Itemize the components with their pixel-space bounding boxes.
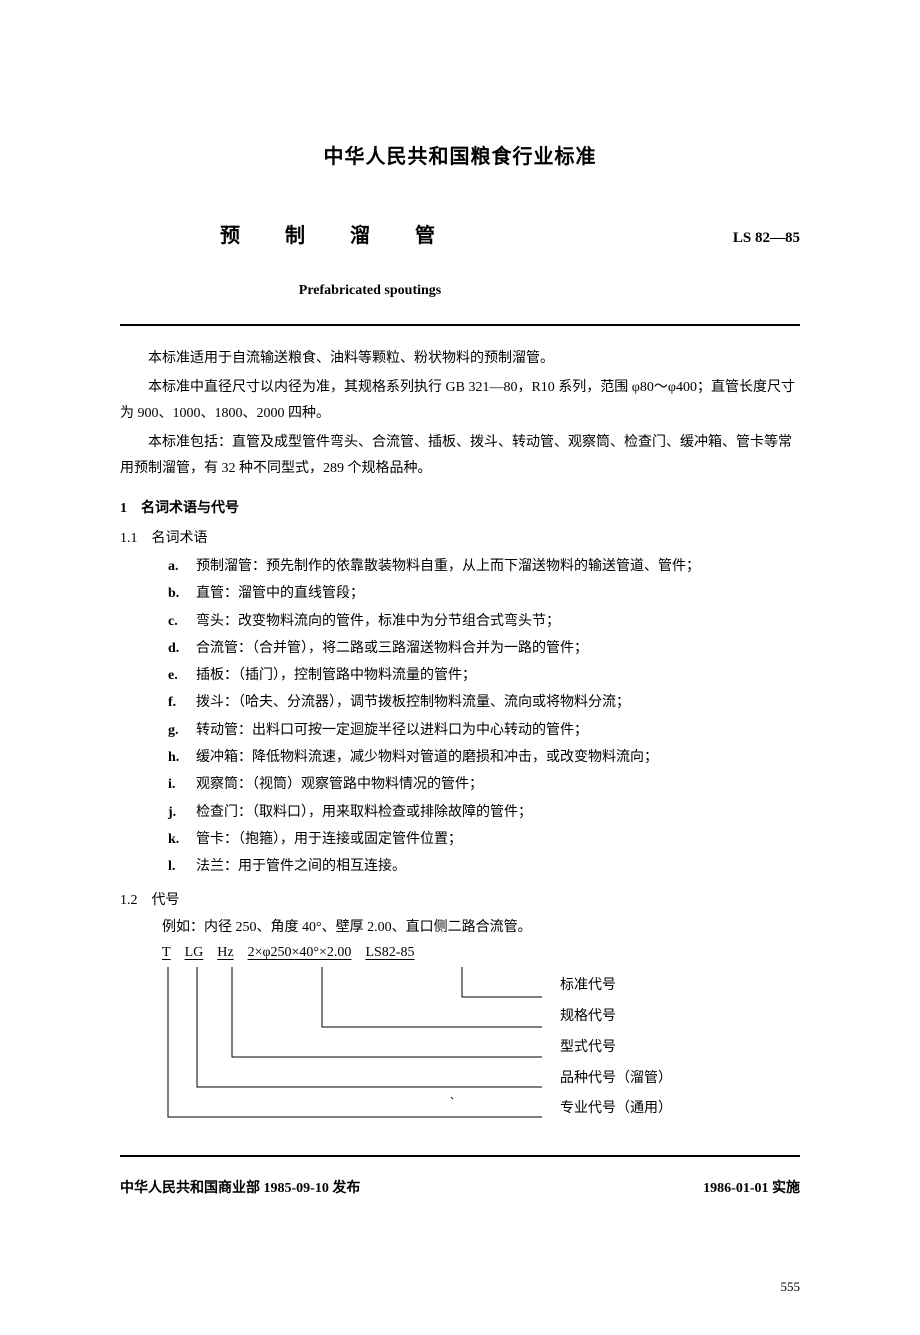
term-label: a. — [168, 553, 196, 580]
term-text: 缓冲箱：降低物料流速，减少物料对管道的磨损和冲击，或改变物料流向； — [196, 744, 800, 771]
code-labels: 标准代号 规格代号 型式代号 品种代号（溜管） 专业代号（通用） — [560, 971, 672, 1125]
code-part: LG — [185, 945, 204, 961]
term-text: 预制溜管：预先制作的依靠散装物料自重，从上而下溜送物料的输送管道、管件； — [196, 553, 800, 580]
term-text: 拨斗：（哈夫、分流器），调节拨板控制物料流量、流向或将物料分流； — [196, 689, 800, 716]
term-item: l.法兰：用于管件之间的相互连接。 — [168, 853, 800, 880]
term-item: g.转动管：出料口可按一定迴旋半径以进料口为中心转动的管件； — [168, 717, 800, 744]
term-label: e. — [168, 662, 196, 689]
term-list: a.预制溜管：预先制作的依靠散装物料自重，从上而下溜送物料的输送管道、管件； b… — [120, 553, 800, 881]
section-1-heading: 1 名词术语与代号 — [120, 497, 800, 517]
term-item: h.缓冲箱：降低物料流速，减少物料对管道的磨损和冲击，或改变物料流向； — [168, 744, 800, 771]
term-text: 转动管：出料口可按一定迴旋半径以进料口为中心转动的管件； — [196, 717, 800, 744]
org-title: 中华人民共和国粮食行业标准 — [120, 140, 800, 169]
intro-p3: 本标准包括：直管及成型管件弯头、合流管、插板、拨斗、转动管、观察筒、检查门、缓冲… — [120, 430, 800, 483]
term-text: 观察筒：（视筒）观察管路中物料情况的管件； — [196, 771, 800, 798]
term-item: b.直管：溜管中的直线管段； — [168, 580, 800, 607]
section-1-2-heading: 1.2 代号 — [120, 889, 800, 909]
example-line: 例如：内径 250、角度 40°、壁厚 2.00、直口侧二路合流管。 — [120, 915, 800, 942]
divider-bottom — [120, 1155, 800, 1157]
term-label: b. — [168, 580, 196, 607]
standard-code: LS 82—85 — [733, 230, 800, 247]
term-text: 法兰：用于管件之间的相互连接。 — [196, 853, 800, 880]
term-label: i. — [168, 771, 196, 798]
term-item: a.预制溜管：预先制作的依靠散装物料自重，从上而下溜送物料的输送管道、管件； — [168, 553, 800, 580]
code-label: 标准代号 — [560, 971, 672, 1002]
code-part: 2×φ250×40°×2.00 — [248, 945, 352, 961]
term-text: 管卡：（抱箍），用于连接或固定管件位置； — [196, 826, 800, 853]
publisher: 中华人民共和国商业部 1985-09-10 发布 — [120, 1177, 360, 1197]
term-item: i.观察筒：（视筒）观察管路中物料情况的管件； — [168, 771, 800, 798]
term-text: 直管：溜管中的直线管段； — [196, 580, 800, 607]
term-text: 插板：（插门），控制管路中物料流量的管件； — [196, 662, 800, 689]
term-item: j.检查门：（取料口），用来取料检查或排除故障的管件； — [168, 799, 800, 826]
code-label: 型式代号 — [560, 1033, 672, 1064]
code-parts-row: T LG Hz 2×φ250×40°×2.00 LS82-85 — [162, 945, 800, 961]
term-label: h. — [168, 744, 196, 771]
term-text: 检查门：（取料口），用来取料检查或排除故障的管件； — [196, 799, 800, 826]
footer-row: 中华人民共和国商业部 1985-09-10 发布 1986-01-01 实施 — [120, 1177, 800, 1197]
code-label: 专业代号（通用） — [560, 1094, 672, 1125]
term-label: j. — [168, 799, 196, 826]
main-title: 预 制 溜 管 — [220, 219, 455, 248]
term-item: d.合流管：（合并管），将二路或三路溜送物料合并为一路的管件； — [168, 635, 800, 662]
effective-date: 1986-01-01 实施 — [703, 1177, 800, 1197]
term-label: d. — [168, 635, 196, 662]
section-1-1-heading: 1.1 名词术语 — [120, 527, 800, 547]
term-item: e.插板：（插门），控制管路中物料流量的管件； — [168, 662, 800, 689]
code-label: 规格代号 — [560, 1002, 672, 1033]
intro-p1: 本标准适用于自流输送粮食、油料等颗粒、粉状物料的预制溜管。 — [120, 346, 800, 373]
term-label: f. — [168, 689, 196, 716]
term-label: g. — [168, 717, 196, 744]
term-label: c. — [168, 608, 196, 635]
term-item: k.管卡：（抱箍），用于连接或固定管件位置； — [168, 826, 800, 853]
subtitle-en: Prefabricated spoutings — [0, 283, 800, 299]
code-diagram: T LG Hz 2×φ250×40°×2.00 LS82-85 、 标准代号 规… — [120, 945, 800, 1145]
intro-p2: 本标准中直径尺寸以内径为准，其规格系列执行 GB 321—80，R10 系列，范… — [120, 375, 800, 428]
term-item: c.弯头：改变物料流向的管件，标准中为分节组合式弯头节； — [168, 608, 800, 635]
term-item: f.拨斗：（哈夫、分流器），调节拨板控制物料流量、流向或将物料分流； — [168, 689, 800, 716]
divider-top — [120, 324, 800, 326]
term-label: k. — [168, 826, 196, 853]
term-text: 合流管：（合并管），将二路或三路溜送物料合并为一路的管件； — [196, 635, 800, 662]
bracket-diagram — [162, 967, 562, 1137]
code-label: 品种代号（溜管） — [560, 1064, 672, 1095]
term-label: l. — [168, 853, 196, 880]
term-text: 弯头：改变物料流向的管件，标准中为分节组合式弯头节； — [196, 608, 800, 635]
code-part: T — [162, 945, 171, 961]
stray-mark: 、 — [450, 1087, 460, 1102]
code-part: LS82-85 — [365, 945, 414, 961]
title-row: 预 制 溜 管 LS 82—85 — [120, 219, 800, 248]
document-page: 中华人民共和国粮食行业标准 预 制 溜 管 LS 82—85 Prefabric… — [0, 0, 920, 1257]
code-part: Hz — [217, 945, 233, 961]
page-number: 555 — [781, 1279, 801, 1295]
